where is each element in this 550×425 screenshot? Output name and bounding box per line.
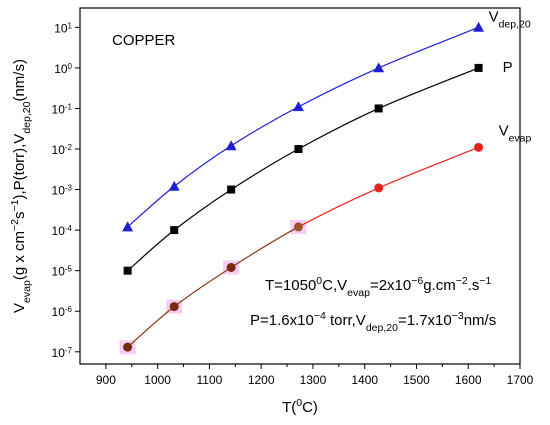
y-tick-label: 10-5 [52,264,73,279]
y-tick-label: 10-6 [52,305,73,320]
annotation-2-part: −4 [314,310,326,322]
y-tick-label: 101 [54,21,72,36]
series-line-segment [173,189,232,231]
series-line-segment [230,148,299,191]
y-axis-ticks: 10-7 10-6 10-5 10-4 10-3 10-2 10-1 100 101 [52,21,80,360]
series-line-segment [230,106,299,147]
series-line-segment [127,229,175,272]
data-point [168,180,180,191]
material-label: COPPER [112,32,176,49]
annotation-1-part: .s [468,277,480,294]
annotation-2-part: torr,V [326,312,366,329]
annotation-1-part: C,V [322,277,347,294]
y-title-part: ),P(torr),V [11,134,28,200]
series-1 [123,63,483,275]
x-axis-ticks: 900 1000 1100 1200 1300 1400 1500 1600 1700 [96,364,534,387]
series-line-segment [298,67,379,108]
annotation-2-part: nm/s [464,312,497,329]
annotation-2-part: =1.7x10 [398,312,452,329]
annotation-2-part: P=1.6x10 [250,312,314,329]
x-title-part: C) [302,399,318,416]
annotation-1-part: −2 [456,275,468,287]
annotation-2-part: dep,20 [366,322,398,334]
series-label: Vevap [499,122,532,144]
series-line-segment [127,185,175,228]
y-tick-label: 10-7 [52,345,73,360]
x-tick-label: 1100 [197,373,223,387]
y-axis-title: Vevap(g x cm−2s−1),P(torr),Vdep,20(nm/s) [9,59,33,313]
annotation-2-part: −3 [452,310,464,322]
series-line-segment [173,145,232,187]
y-title-part: dep,20 [21,101,33,133]
labels-layer: COPPER T=10500C,Vevap=2x10−6g.cm−2.s−1 P… [9,32,496,416]
annotation-1-part: −1 [479,275,491,287]
series-labels: Vdep,20 P Vevap [489,8,532,144]
annotation-1-part: =2x10 [370,277,411,294]
series-line-segment [173,266,232,308]
annotation-line-2: P=1.6x10−4 torr,Vdep,20=1.7x10−3nm/s [250,310,496,334]
data-point [374,104,383,113]
y-title-part: (g x cm [11,231,28,280]
y-tick-label: 10-1 [52,102,73,117]
series-layer [119,21,485,355]
x-tick-label: 1000 [144,373,171,387]
data-point [292,101,304,112]
data-point [123,342,133,352]
annotation-1-part: −6 [411,275,423,287]
data-point [373,62,385,73]
y-title-part: −1 [9,199,21,211]
y-tick-label: 10-3 [52,183,73,198]
x-tick-label: 1200 [248,373,275,387]
data-point [374,183,384,193]
annotation-line-1: T=10500C,Vevap=2x10−6g.cm−2.s−1 [265,275,492,299]
data-point [225,140,237,151]
y-title-part: V [11,303,28,313]
data-point [474,142,484,152]
y-title-part: evap [21,280,33,303]
series-label: Vdep,20 [489,8,531,30]
plot-frame [79,7,521,365]
plot-axes [79,7,521,365]
series-line-segment [230,226,299,268]
y-tick-label: 10-2 [52,143,73,158]
data-point [473,21,485,32]
x-tick-label: 900 [96,373,116,387]
x-tick-label: 1300 [300,373,327,387]
x-tick-label: 1500 [403,373,430,387]
annotation-1-part: T=1050 [265,277,316,294]
data-point [123,266,132,275]
x-title-part: 0 [296,397,302,409]
series-2 [119,142,484,355]
data-point [226,262,236,272]
series-0 [122,21,485,232]
series-line-segment [378,26,479,69]
data-point [227,185,236,194]
series-line-segment [378,67,479,110]
data-point [294,145,303,154]
data-point [170,226,179,235]
series-line-segment [298,187,379,228]
annotation-1-part: 0 [316,275,322,287]
annotation-1-part: g.cm [423,277,456,294]
series-line-segment [127,306,175,348]
data-point [122,221,134,232]
y-title-part: s [11,212,28,220]
x-title-part: T( [282,399,296,416]
series-label: P [503,59,513,76]
annotation-1-part: evap [347,287,370,299]
y-title-part: (nm/s) [11,59,28,102]
series-line-segment [378,146,479,189]
y-tick-label: 10-4 [52,224,73,239]
series-line-segment [298,107,379,150]
data-point [169,302,179,312]
y-tick-label: 100 [54,61,72,76]
x-tick-label: 1700 [507,373,534,387]
x-tick-label: 1600 [455,373,482,387]
data-point [474,63,483,72]
x-axis-title: T(0C) [282,397,318,416]
data-point [293,222,303,232]
y-title-part: −2 [9,219,21,231]
x-tick-label: 1400 [351,373,378,387]
